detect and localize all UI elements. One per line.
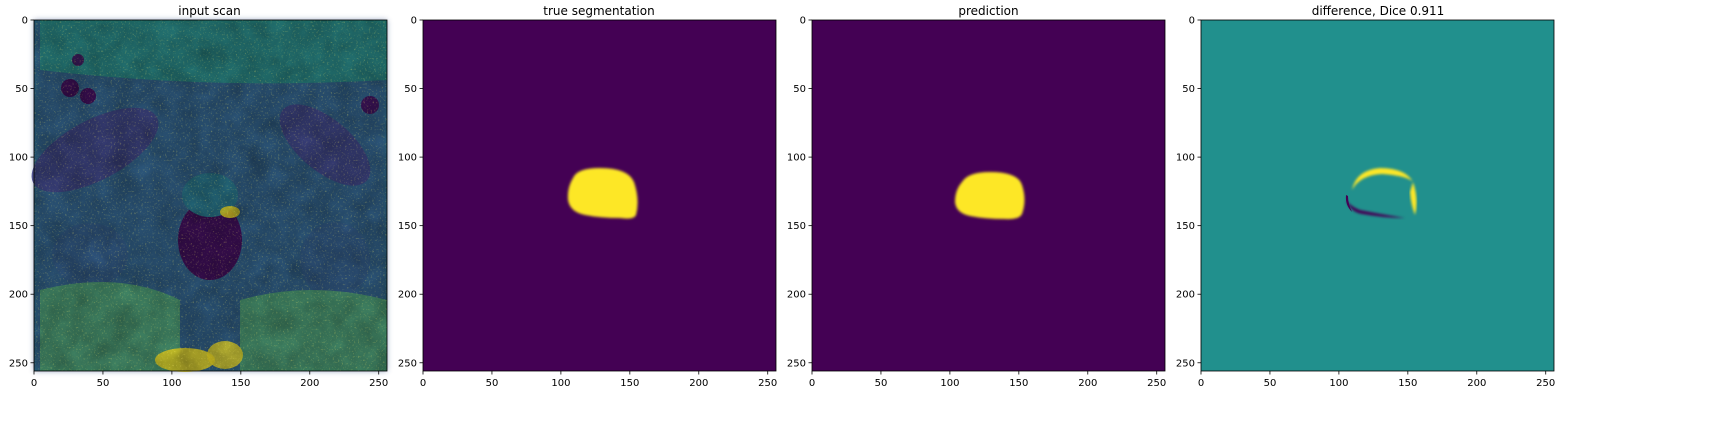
x-tick-label: 200	[1467, 378, 1486, 389]
y-tick-label: 250	[398, 358, 417, 369]
panel-title: input scan	[178, 4, 241, 18]
panel-input-scan: input scan	[9, 4, 388, 389]
panel-prediction: prediction 0 50 100 150 200 25005010015020025…	[787, 4, 1166, 389]
y-tick-label: 100	[9, 153, 28, 164]
y-tick-label: 150	[787, 221, 806, 232]
mask-image	[812, 20, 1165, 371]
scan-image	[19, 20, 387, 372]
panel-true-segmentation: true segmentation 0 50 100 150 200 2500501001…	[398, 4, 777, 389]
x-tick-label: 200	[1078, 378, 1097, 389]
x-tick-label: 200	[689, 378, 708, 389]
y-tick-label: 250	[9, 358, 28, 369]
y-tick-label: 200	[9, 290, 28, 301]
x-tick-label: 50	[875, 378, 888, 389]
y-tick-label: 150	[398, 221, 417, 232]
y-tick-label: 0	[411, 16, 417, 27]
x-tick-label: 0	[420, 378, 426, 389]
x-tick-label: 150	[1009, 378, 1028, 389]
y-tick-label: 250	[787, 358, 806, 369]
x-tick-label: 250	[758, 378, 777, 389]
x-tick-label: 250	[369, 378, 388, 389]
x-tick-label: 150	[231, 378, 250, 389]
panel-title: true segmentation	[543, 4, 654, 18]
y-tick-label: 250	[1176, 358, 1195, 369]
x-tick-label: 100	[162, 378, 181, 389]
x-tick-label: 250	[1147, 378, 1166, 389]
x-tick-label: 150	[620, 378, 639, 389]
mask-image	[423, 20, 776, 371]
x-tick-label: 100	[940, 378, 959, 389]
x-tick-label: 50	[1264, 378, 1277, 389]
y-tick-label: 0	[800, 16, 806, 27]
y-tick-label: 50	[793, 84, 806, 95]
panel-difference: difference, Dice 0.911 0 50 100 150 200 25005…	[1176, 4, 1555, 389]
y-tick-label: 0	[22, 16, 28, 27]
y-tick-label: 150	[1176, 221, 1195, 232]
panel-title: prediction	[958, 4, 1018, 18]
x-tick-label: 100	[1329, 378, 1348, 389]
x-tick-label: 200	[300, 378, 319, 389]
x-tick-label: 0	[1198, 378, 1204, 389]
y-tick-label: 0	[1189, 16, 1195, 27]
x-tick-label: 50	[486, 378, 499, 389]
y-tick-label: 100	[398, 153, 417, 164]
y-tick-label: 50	[1182, 84, 1195, 95]
y-tick-label: 50	[404, 84, 417, 95]
y-tick-label: 150	[9, 221, 28, 232]
y-tick-label: 200	[1176, 290, 1195, 301]
x-tick-label: 250	[1536, 378, 1555, 389]
x-tick-label: 100	[551, 378, 570, 389]
y-tick-label: 100	[1176, 153, 1195, 164]
y-tick-label: 200	[398, 290, 417, 301]
y-tick-label: 100	[787, 153, 806, 164]
x-tick-label: 0	[31, 378, 37, 389]
x-tick-label: 0	[809, 378, 815, 389]
y-tick-label: 200	[787, 290, 806, 301]
difference-image	[1201, 20, 1554, 371]
panel-title: difference, Dice 0.911	[1312, 4, 1445, 18]
x-tick-label: 50	[97, 378, 110, 389]
x-tick-label: 150	[1398, 378, 1417, 389]
y-tick-label: 50	[15, 84, 28, 95]
